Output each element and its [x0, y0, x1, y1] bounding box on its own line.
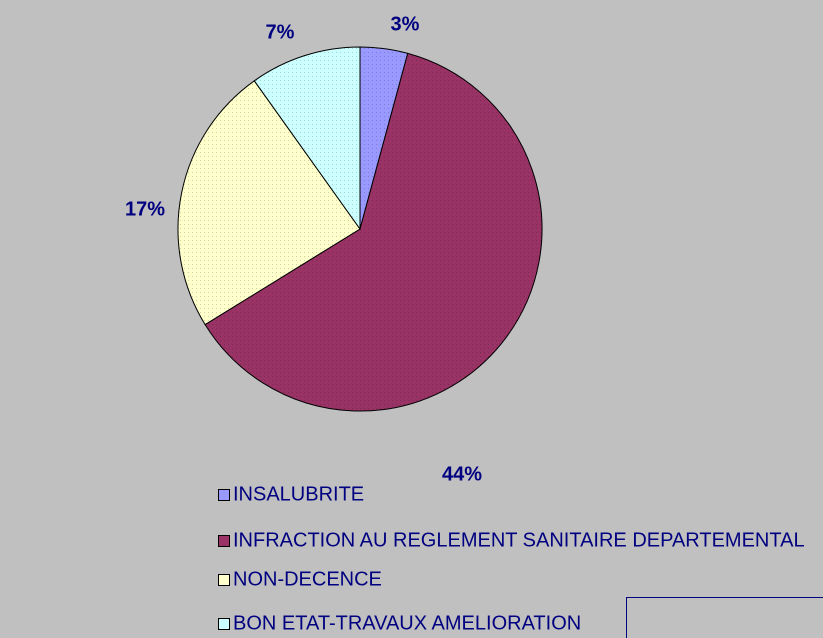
legend-label: INFRACTION AU REGLEMENT SANITAIRE DEPART…	[233, 529, 805, 551]
legend-swatch	[218, 618, 230, 630]
legend-label: BON ETAT-TRAVAUX AMELIORATION	[233, 612, 581, 634]
data-label: 3%	[391, 13, 420, 35]
data-label: 7%	[266, 21, 295, 43]
frame	[626, 597, 823, 638]
data-label: 17%	[125, 198, 165, 220]
legend-swatch	[218, 574, 230, 586]
legend-label: NON-DECENCE	[233, 568, 382, 590]
legend-label: INSALUBRITE	[233, 483, 364, 505]
legend-swatch	[218, 535, 230, 547]
data-label: 44%	[442, 463, 482, 485]
legend-swatch	[218, 489, 230, 501]
